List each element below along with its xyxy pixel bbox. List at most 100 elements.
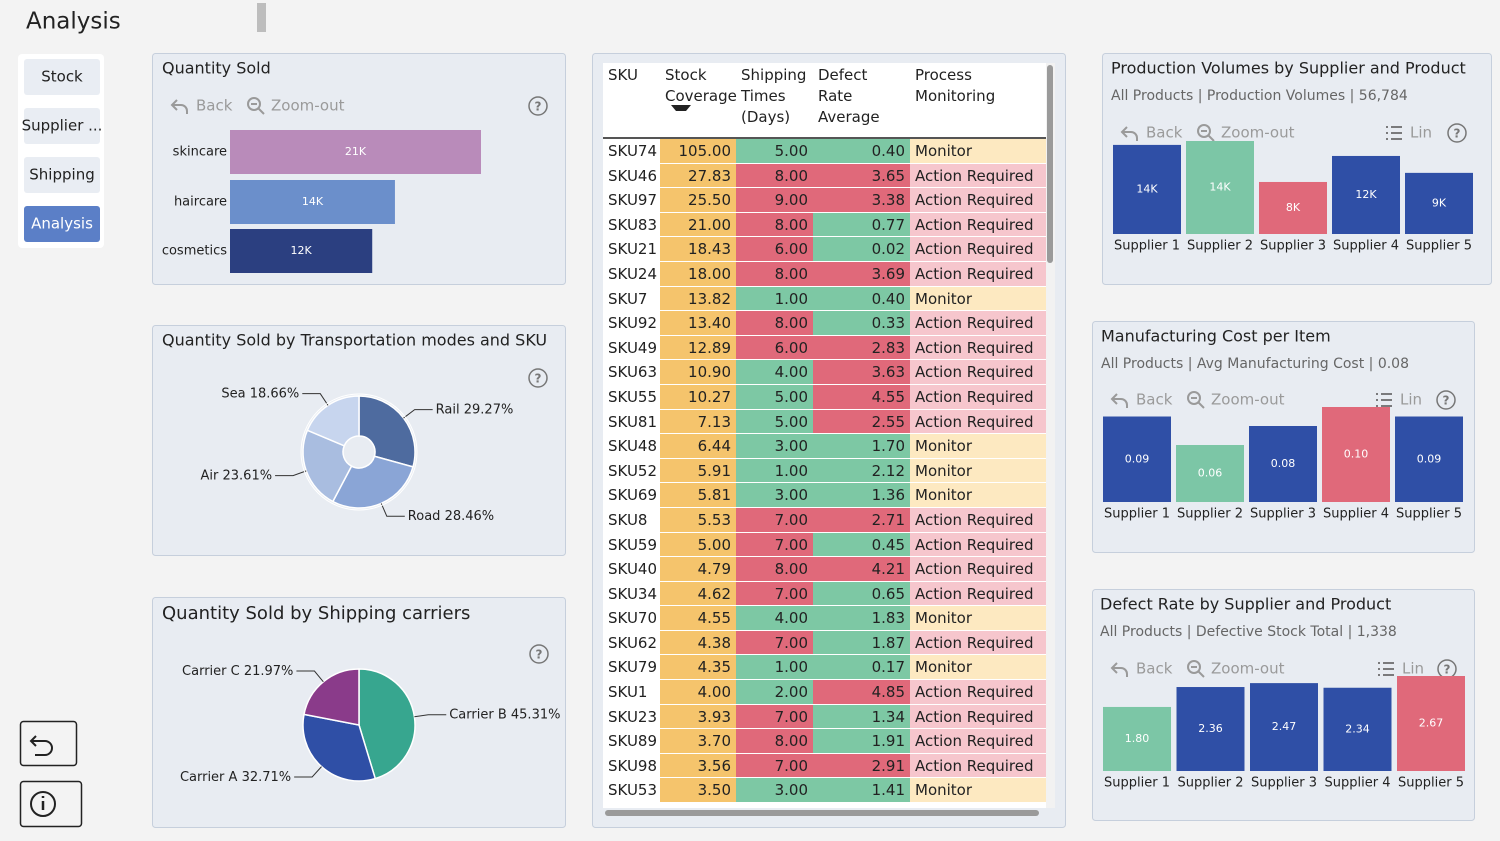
value-label: 9K: [1432, 196, 1447, 209]
table-cell: SKU53: [603, 778, 660, 803]
table-cell: Monitor: [910, 286, 1046, 311]
back-button[interactable]: Back: [1136, 660, 1173, 678]
table-cell: 0.17: [813, 655, 910, 680]
nav-label[interactable]: Shipping: [29, 166, 94, 184]
lin-button[interactable]: Lin: [1410, 124, 1432, 142]
table-cell: 13.40: [660, 311, 736, 335]
button-frame[interactable]: [19, 780, 83, 828]
back-icon[interactable]: [1120, 126, 1138, 141]
table-row: SKU48 6.44 3.00 1.70 Monitor: [603, 434, 1046, 459]
nav-label[interactable]: Supplier ...: [22, 117, 103, 135]
column-header[interactable]: Shipping Times (Days): [741, 66, 807, 126]
value-label: 0.09: [1125, 452, 1150, 465]
value-label: 14K: [302, 195, 324, 208]
help-icon[interactable]: [528, 368, 548, 388]
bar: [1250, 683, 1318, 771]
zoom-out-button[interactable]: Zoom-out: [271, 97, 345, 115]
nav-button[interactable]: [24, 59, 100, 95]
value-label: 14K: [1136, 182, 1158, 195]
table-cell: SKU89: [603, 729, 660, 753]
back-button[interactable]: Back: [1136, 391, 1173, 409]
bar: [1186, 141, 1254, 234]
table-cell: SKU1: [603, 680, 660, 704]
table-cell: Action Required: [910, 532, 1046, 557]
table-cell: 25.50: [660, 188, 736, 212]
x-tick-label: Supplier 5: [1406, 239, 1472, 254]
chart-title: Quantity Sold by Shipping carriers: [162, 603, 470, 624]
table-cell: Action Required: [910, 384, 1046, 409]
scroll-thumb[interactable]: [1047, 65, 1053, 263]
table-cell: 1.00: [736, 655, 813, 680]
page-title: Analysis: [26, 9, 121, 35]
chart-title: Defect Rate by Supplier and Product: [1100, 595, 1391, 614]
slice-category: Carrier C: [182, 664, 240, 679]
back-icon[interactable]: [170, 99, 188, 114]
table-cell: SKU7: [603, 286, 660, 311]
category-label: cosmetics: [162, 244, 227, 259]
slice-category: Air: [201, 468, 220, 483]
help-icon[interactable]: [1436, 390, 1456, 410]
slice-value: 23.61%: [223, 468, 273, 483]
category-label: haircare: [174, 195, 227, 210]
leader-line: [275, 470, 307, 477]
column-header[interactable]: Process Monitoring: [915, 66, 996, 105]
lin-button[interactable]: Lin: [1400, 391, 1422, 409]
x-tick-label: Supplier 1: [1104, 776, 1170, 791]
nav-button[interactable]: [24, 206, 100, 242]
table-cell: SKU62: [603, 630, 660, 655]
list-icon: [1386, 126, 1402, 140]
table-cell: 8.00: [736, 557, 813, 581]
table-cell: SKU52: [603, 458, 660, 483]
pie-slice: [306, 395, 360, 447]
table-cell: 3.00: [736, 434, 813, 458]
table-cell: 3.50: [660, 778, 736, 803]
help-icon[interactable]: [1447, 123, 1467, 143]
nav-button[interactable]: [24, 108, 100, 144]
table-row: SKU70 4.55 4.00 1.83 Monitor: [603, 606, 1046, 631]
back-button[interactable]: Back: [1146, 124, 1183, 142]
undo-button[interactable]: [19, 720, 78, 767]
zoom-out-button[interactable]: Zoom-out: [1211, 660, 1285, 678]
info-button[interactable]: [19, 780, 83, 828]
column-header[interactable]: Defect Rate Average: [818, 66, 880, 126]
table-header: SKU Stock Coverage Shipping Times (Days) De…: [603, 63, 1046, 139]
column-header[interactable]: Stock Coverage: [660, 63, 737, 137]
back-button[interactable]: Back: [196, 97, 233, 115]
nav-label[interactable]: Analysis: [31, 215, 93, 233]
zoom-icon: [1187, 391, 1201, 405]
table-cell: SKU40: [603, 557, 660, 581]
back-icon[interactable]: [1110, 662, 1128, 677]
x-tick-label: Supplier 2: [1177, 507, 1243, 522]
table-cell: 0.02: [813, 237, 910, 261]
table-row: SKU7 13.82 1.00 0.40 Monitor: [603, 286, 1046, 312]
table-cell: 5.00: [660, 532, 736, 557]
help-label: ?: [536, 648, 543, 662]
back-icon[interactable]: [1110, 393, 1128, 408]
table-cell: SKU21: [603, 237, 660, 261]
table-cell: Monitor: [910, 778, 1046, 803]
nav-button[interactable]: [24, 157, 100, 193]
value-label: 2.47: [1272, 720, 1297, 733]
scroll-thumb[interactable]: [605, 810, 1039, 816]
sort-indicator: [671, 105, 691, 115]
zoom-out-button[interactable]: Zoom-out: [1221, 124, 1295, 142]
button-frame[interactable]: [19, 720, 78, 767]
table-cell: SKU55: [603, 384, 660, 409]
bar: [230, 229, 373, 273]
slice-value: 21.97%: [244, 664, 294, 679]
table-cell: 3.00: [736, 778, 813, 803]
table-cell: 2.91: [813, 753, 910, 778]
table-cell: 7.00: [736, 753, 813, 778]
help-icon[interactable]: [529, 644, 549, 664]
zoom-out-button[interactable]: Zoom-out: [1211, 391, 1285, 409]
help-icon[interactable]: [528, 96, 548, 116]
slice-value: 45.31%: [511, 707, 561, 722]
table-cell: Action Required: [910, 704, 1046, 729]
column-header[interactable]: SKU: [608, 66, 638, 84]
table-cell: 1.91: [813, 729, 910, 753]
table-row: SKU23 3.93 7.00 1.34 Action Required: [603, 704, 1046, 730]
nav-label[interactable]: Stock: [41, 68, 83, 86]
lin-button[interactable]: Lin: [1402, 660, 1424, 678]
bar: [1397, 676, 1465, 771]
